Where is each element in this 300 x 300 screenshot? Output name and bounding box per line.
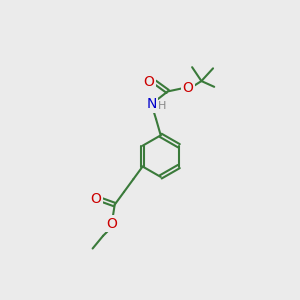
Text: O: O — [91, 192, 101, 206]
Text: O: O — [183, 81, 194, 95]
Text: N: N — [146, 97, 157, 111]
Text: O: O — [144, 75, 154, 89]
Text: O: O — [106, 217, 117, 231]
Text: H: H — [158, 101, 166, 112]
